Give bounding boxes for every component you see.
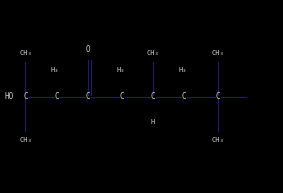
Text: C: C (151, 92, 155, 101)
Text: HO: HO (5, 92, 14, 101)
Text: C: C (54, 92, 59, 101)
Text: CH₃: CH₃ (211, 137, 224, 143)
Text: C: C (85, 92, 90, 101)
Text: H: H (151, 119, 155, 125)
Text: H₃: H₃ (116, 67, 125, 74)
Text: CH₃: CH₃ (19, 50, 32, 56)
Text: CH₃: CH₃ (19, 137, 32, 143)
Text: C: C (23, 92, 28, 101)
Text: H₃: H₃ (178, 67, 187, 74)
Text: H₃: H₃ (51, 67, 59, 74)
Text: C: C (182, 92, 186, 101)
Text: C: C (119, 92, 124, 101)
Text: CH₃: CH₃ (211, 50, 224, 56)
Text: C: C (216, 92, 220, 101)
Text: O: O (85, 45, 90, 54)
Text: CH₃: CH₃ (146, 50, 159, 56)
